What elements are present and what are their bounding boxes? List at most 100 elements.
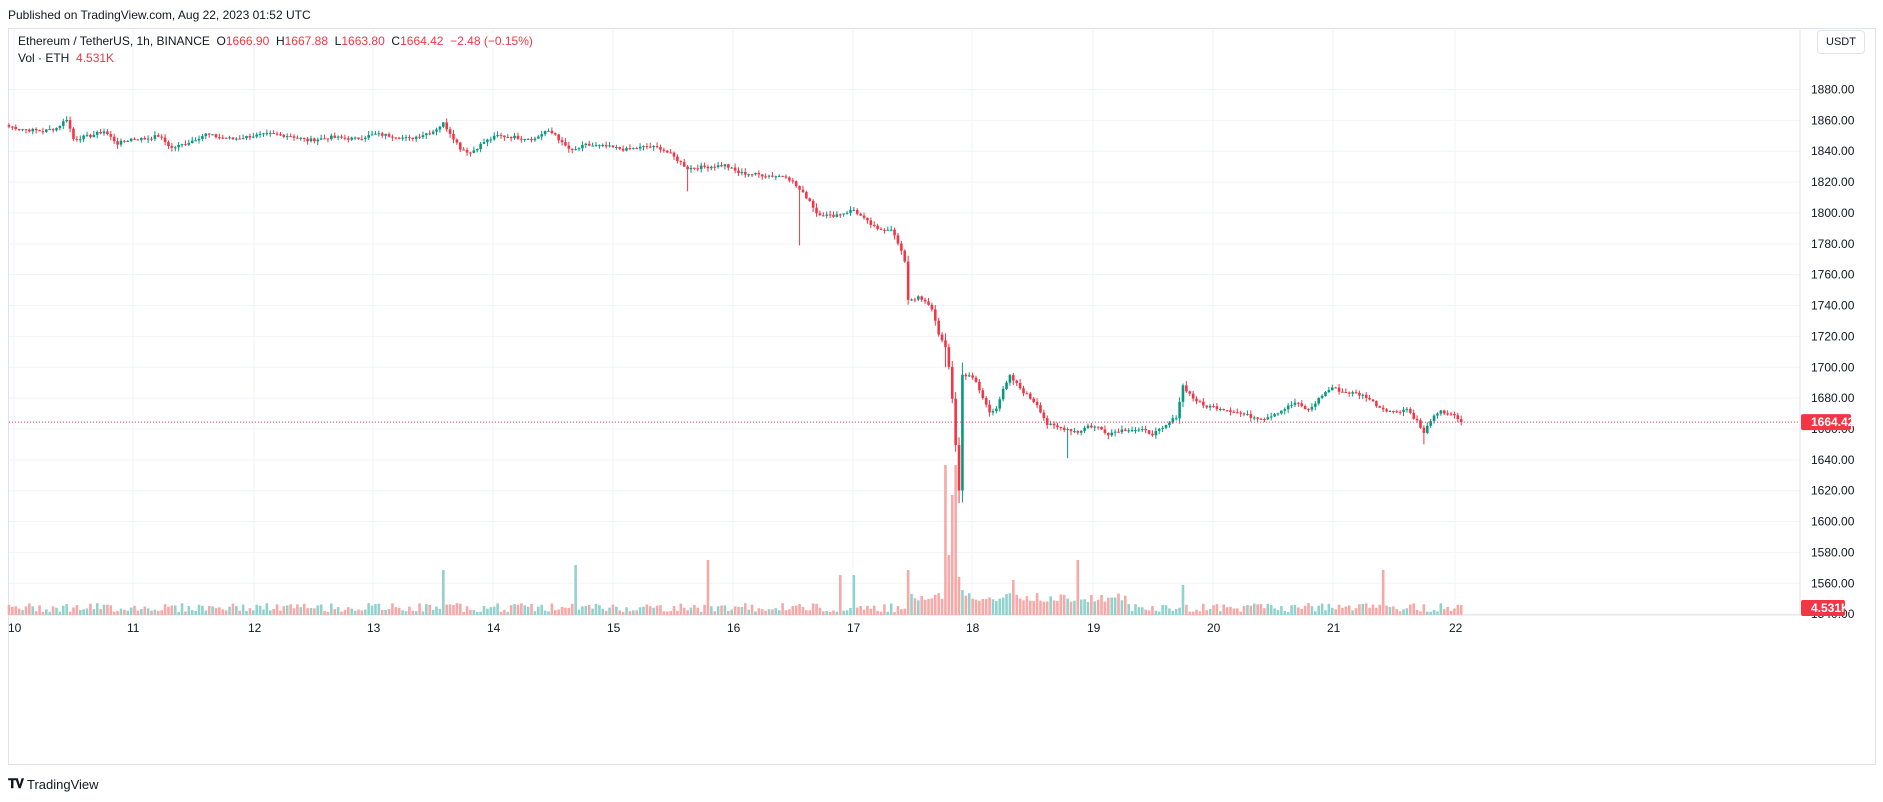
volume-bar bbox=[798, 604, 801, 615]
volume-bar bbox=[601, 608, 605, 615]
candle-body bbox=[1283, 409, 1287, 411]
volume-bar bbox=[978, 600, 981, 615]
volume-bar bbox=[947, 555, 951, 615]
volume-bar bbox=[123, 609, 126, 615]
volume-bar bbox=[835, 611, 839, 615]
candle-body bbox=[214, 134, 218, 138]
volume-bar bbox=[581, 606, 584, 615]
currency-button[interactable]: USDT bbox=[1817, 30, 1865, 54]
candle-body bbox=[879, 228, 883, 230]
volume-bar bbox=[1409, 604, 1412, 615]
candle-body bbox=[187, 142, 191, 145]
volume-bar bbox=[611, 604, 615, 615]
volume-bar bbox=[163, 604, 167, 615]
candle-body bbox=[957, 444, 961, 491]
candle-body bbox=[34, 128, 38, 131]
candle-body bbox=[285, 136, 289, 138]
candle-body bbox=[618, 147, 622, 149]
candle-body bbox=[489, 139, 493, 141]
candle-body bbox=[530, 138, 533, 141]
candle-body bbox=[1093, 426, 1097, 428]
volume-bar bbox=[1134, 604, 1137, 615]
candle-body bbox=[686, 166, 689, 170]
volume-bar bbox=[682, 607, 686, 615]
volume-bar bbox=[1300, 608, 1304, 615]
candle-body bbox=[1347, 392, 1351, 394]
candle-body bbox=[506, 137, 510, 139]
candle-body bbox=[106, 131, 109, 135]
candle-body bbox=[1062, 427, 1066, 430]
volume-bar bbox=[917, 600, 920, 615]
candle-body bbox=[1442, 410, 1446, 414]
volume-bar bbox=[1459, 605, 1463, 615]
volume-bar bbox=[1147, 610, 1151, 615]
footer-brand[interactable]: 𝐓𝐕 TradingView bbox=[8, 776, 99, 792]
candle-body bbox=[421, 135, 425, 138]
candle-body bbox=[557, 134, 560, 141]
volume-bar bbox=[112, 611, 116, 615]
volume-bar bbox=[173, 605, 177, 615]
volume-bar bbox=[235, 606, 238, 615]
volume-bar bbox=[1069, 601, 1073, 615]
volume-bar bbox=[21, 609, 24, 615]
volume-bar bbox=[747, 609, 750, 615]
volume-bar bbox=[1327, 603, 1331, 615]
candle-body bbox=[204, 133, 208, 137]
volume-bar bbox=[31, 606, 35, 615]
candle-body bbox=[38, 130, 41, 132]
candle-body bbox=[302, 137, 306, 139]
candle-body bbox=[241, 138, 245, 140]
volume-bar bbox=[1388, 607, 1392, 615]
candle-body bbox=[1378, 406, 1382, 408]
candle-body bbox=[1090, 425, 1093, 428]
volume-bar bbox=[923, 599, 927, 615]
volume-label[interactable]: Vol · ETH bbox=[18, 51, 70, 65]
candle-body bbox=[109, 134, 113, 137]
candle-body bbox=[1327, 390, 1331, 393]
volume-bar bbox=[632, 610, 635, 615]
candle-body bbox=[608, 145, 611, 147]
volume-bar bbox=[330, 603, 333, 615]
volume-bar bbox=[1052, 600, 1056, 615]
candle-body bbox=[1456, 415, 1460, 420]
candle-body bbox=[61, 121, 65, 126]
volume-bar bbox=[1093, 601, 1097, 615]
volume-bar bbox=[767, 609, 771, 615]
volume-bar bbox=[1371, 604, 1375, 615]
candle-body bbox=[1056, 425, 1059, 428]
candle-body bbox=[537, 136, 540, 139]
candle-body bbox=[1276, 413, 1280, 415]
candle-body bbox=[553, 133, 557, 135]
candle-body bbox=[133, 138, 136, 140]
candle-body bbox=[1303, 406, 1307, 410]
volume-bar bbox=[92, 609, 96, 615]
candle-body bbox=[682, 162, 686, 167]
volume-bar bbox=[530, 603, 533, 615]
volume-bar bbox=[689, 607, 693, 615]
volume-bar bbox=[156, 610, 160, 615]
volume-bar bbox=[1045, 601, 1049, 615]
volume-bar bbox=[845, 610, 849, 615]
volume-bar bbox=[889, 603, 893, 615]
candle-body bbox=[1198, 401, 1202, 403]
candle-body bbox=[119, 140, 123, 145]
symbol-label[interactable]: Ethereum / TetherUS, 1h, BINANCE bbox=[18, 34, 210, 48]
chart-frame[interactable] bbox=[8, 28, 1876, 765]
candle-body bbox=[967, 375, 971, 377]
volume-bar bbox=[869, 608, 873, 615]
volume-bar bbox=[642, 606, 645, 615]
price-tick-label: 1560.00 bbox=[1811, 576, 1855, 590]
volume-bar bbox=[964, 595, 968, 615]
volume-bar bbox=[129, 607, 133, 615]
volume-bar bbox=[764, 610, 767, 615]
volume-bar bbox=[1392, 606, 1395, 615]
candle-body bbox=[163, 137, 167, 143]
volume-bar bbox=[363, 609, 367, 615]
candle-body bbox=[1307, 409, 1310, 411]
volume-bar bbox=[564, 607, 567, 615]
volume-bar bbox=[51, 606, 55, 615]
volume-bar bbox=[665, 611, 669, 615]
volume-bar bbox=[292, 608, 296, 615]
candle-body bbox=[21, 129, 24, 131]
